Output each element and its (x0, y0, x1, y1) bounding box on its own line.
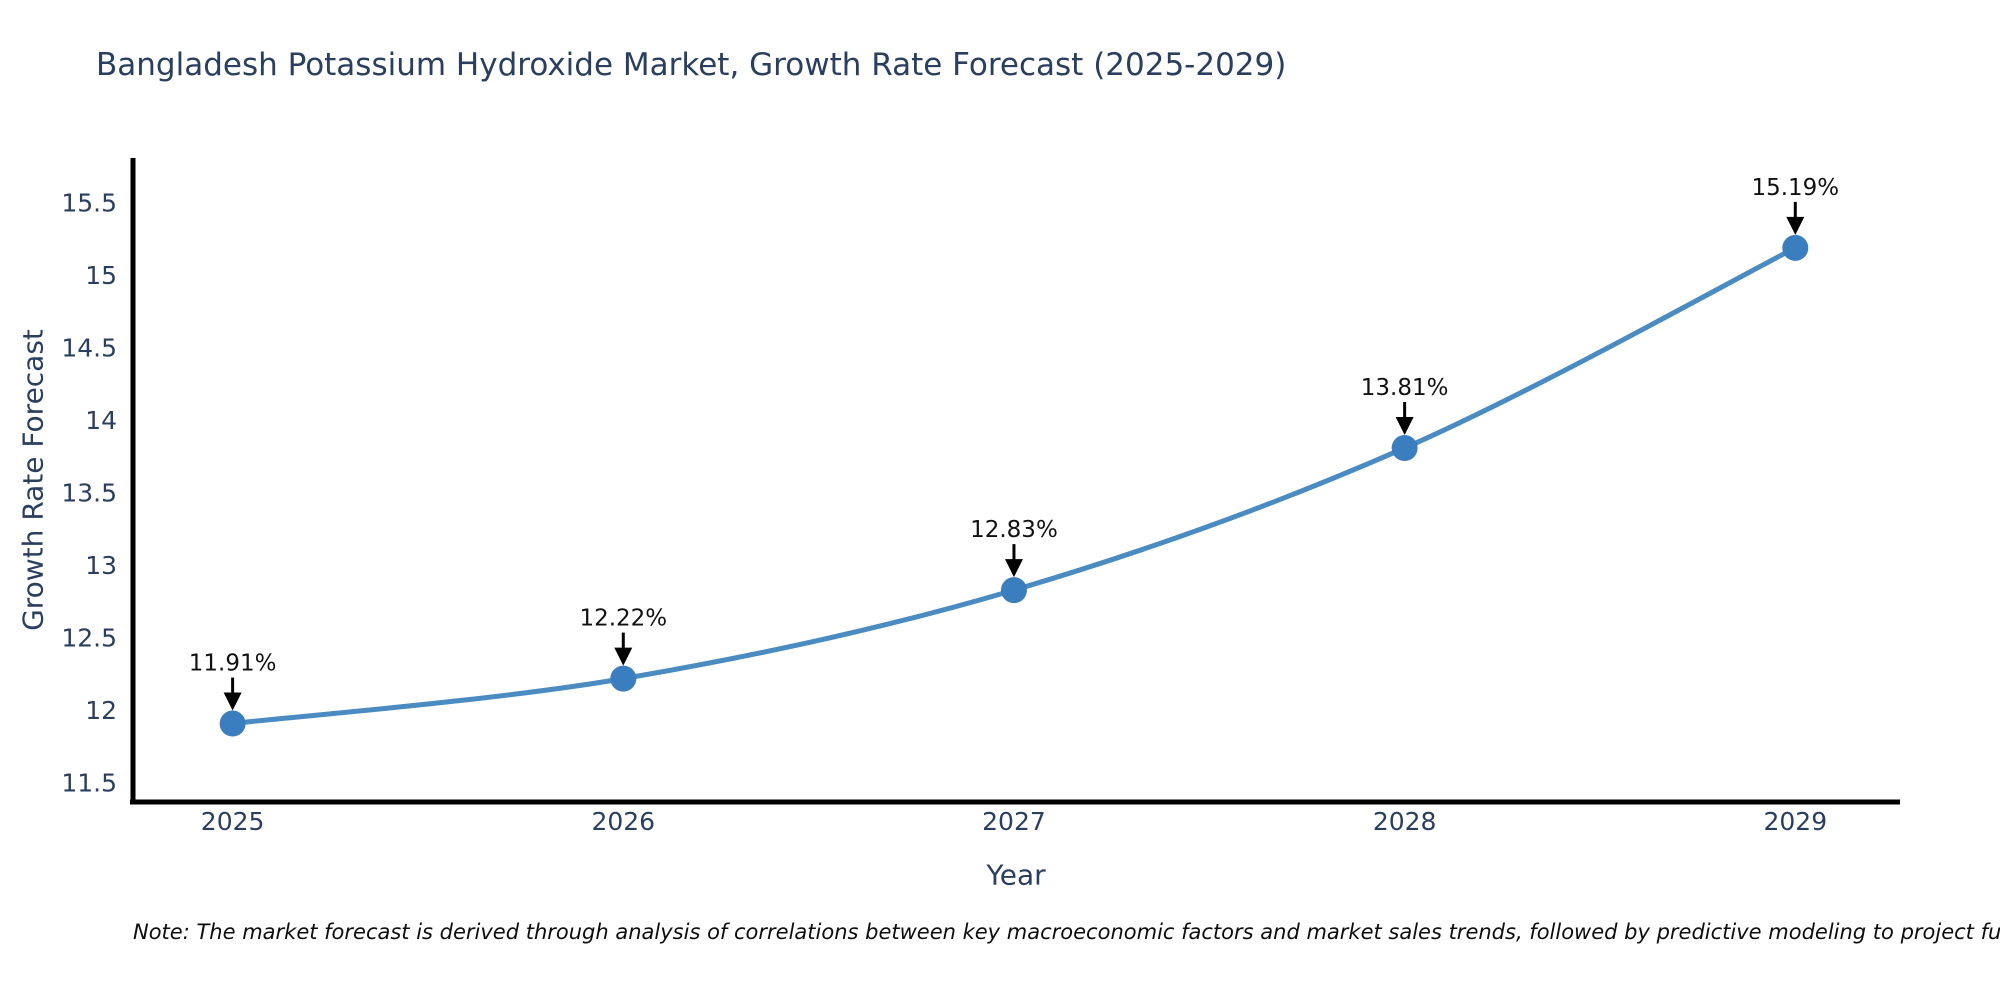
annotation-label: 12.22% (579, 606, 667, 632)
x-axis-title: Year (986, 858, 1046, 892)
annotation-arrow-head (1395, 417, 1414, 436)
x-tick-label: 2028 (1373, 807, 1437, 836)
y-tick-label: 13 (85, 551, 117, 580)
y-tick-label: 12.5 (61, 623, 117, 652)
x-tick-label: 2026 (591, 807, 655, 836)
chart-title: Bangladesh Potassium Hydroxide Market, G… (96, 47, 1287, 83)
y-tick-label: 14 (85, 406, 117, 435)
x-tick-label: 2025 (201, 807, 265, 836)
x-tick-label: 2029 (1763, 807, 1827, 836)
annotation-label: 15.19% (1751, 175, 1839, 201)
annotation-arrow-head (614, 647, 633, 666)
data-point-marker (610, 665, 637, 692)
y-tick-label: 11.5 (61, 769, 117, 798)
trend-line (230, 245, 1798, 726)
y-tick-label: 15 (85, 261, 117, 290)
annotation-arrow-head (1004, 559, 1023, 578)
annotation-label: 12.83% (970, 517, 1058, 543)
data-point-marker (1000, 577, 1027, 604)
annotation-label: 13.81% (1361, 375, 1449, 401)
footnote: Note: The market forecast is derived thr… (133, 920, 2000, 944)
x-tick-label: 2027 (982, 807, 1046, 836)
annotation-arrow-head (223, 692, 242, 711)
data-point-marker (1391, 435, 1418, 462)
y-tick-label: 12 (85, 696, 117, 725)
y-tick-label: 13.5 (61, 478, 117, 507)
data-point-marker (1782, 234, 1809, 261)
y-tick-label: 15.5 (61, 188, 117, 217)
annotation-label: 11.91% (189, 651, 277, 677)
y-tick-label: 14.5 (61, 333, 117, 362)
data-point-marker (219, 710, 246, 737)
annotation-arrow-head (1786, 216, 1805, 235)
